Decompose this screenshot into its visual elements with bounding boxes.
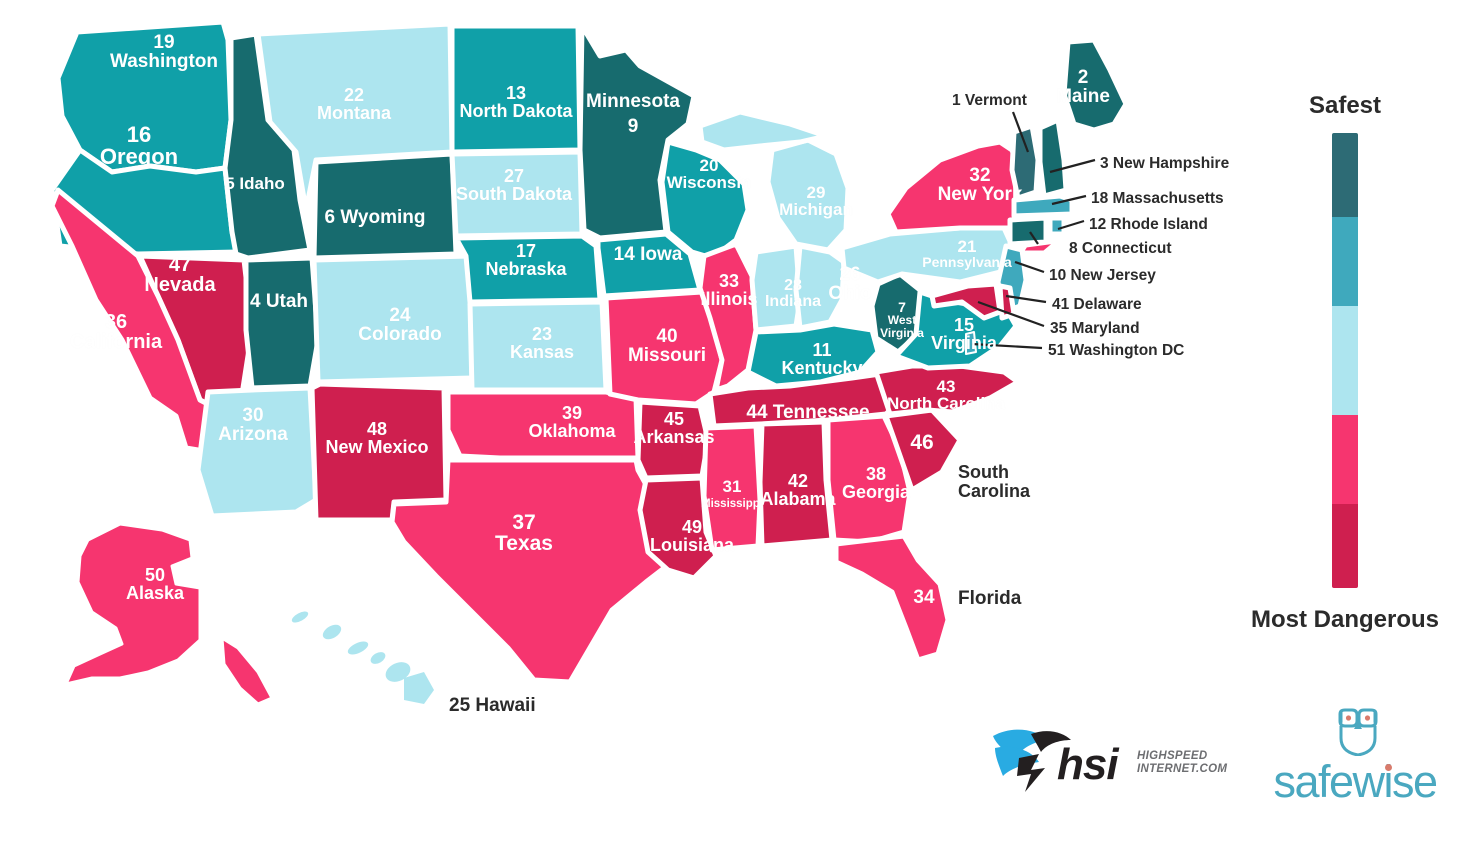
state-vermont[interactable] (1009, 123, 1041, 201)
callout-rhode-island: 12 Rhode Island (1089, 217, 1208, 233)
legend-band-2 (1332, 217, 1358, 306)
state-new-york[interactable] (885, 139, 1029, 235)
state-alaska-panhandle[interactable] (220, 636, 274, 706)
legend-band-1 (1332, 133, 1358, 218)
callout-washington-dc: 51 Washington DC (1048, 343, 1184, 359)
state-new-hampshire[interactable] (1037, 117, 1069, 199)
callout-text: 51 Washington DC (1048, 342, 1185, 359)
state-arizona[interactable] (195, 385, 319, 519)
state-illinois[interactable] (697, 241, 759, 393)
state-north-dakota[interactable] (449, 23, 583, 155)
safewise-wordmark: safewise (1265, 756, 1445, 808)
state-florida[interactable] (833, 533, 951, 663)
hsi-wordmark: hsi (1057, 740, 1119, 789)
legend-label-text: Safest (1308, 92, 1382, 119)
hsi-logo[interactable]: hsi HIGHSPEED INTERNET.COM (985, 718, 1227, 798)
callout-text: 3 New Hampshire (1100, 155, 1230, 172)
hsi-bird-icon (993, 729, 1071, 792)
state-alabama[interactable] (757, 419, 835, 549)
state-maine[interactable] (1061, 37, 1129, 133)
state-pennsylvania[interactable] (839, 225, 1017, 285)
state-rhode-island[interactable] (1047, 215, 1067, 237)
state-michigan-up[interactable] (697, 109, 829, 153)
state-texas[interactable] (389, 457, 675, 685)
state-kansas[interactable] (467, 299, 609, 393)
state-washington[interactable] (55, 19, 234, 175)
state-washington-dc[interactable] (965, 331, 977, 355)
state-nebraska[interactable] (453, 233, 603, 305)
callout-text: 18 Massachusetts (1091, 190, 1224, 207)
callout-maryland: 35 Maryland (1050, 321, 1140, 337)
state-michigan[interactable] (765, 137, 851, 253)
state-wyoming[interactable] (311, 151, 459, 261)
state-indiana[interactable] (749, 243, 803, 333)
legend-band-5 (1332, 503, 1358, 588)
hsi-tagline-line2: INTERNET.COM (1137, 762, 1228, 775)
state-new-mexico[interactable] (309, 381, 449, 523)
state-south-dakota[interactable] (449, 149, 585, 239)
hsi-tagline-line1: HIGHSPEED (1137, 750, 1208, 762)
hsi-tagline: HIGHSPEED INTERNET.COM (1137, 750, 1227, 776)
state-maryland[interactable] (929, 281, 1003, 321)
callout-delaware: 41 Delaware (1052, 297, 1142, 313)
legend-label-text: Most Dangerous (1250, 606, 1439, 633)
legend-safest-label: Safest (1230, 92, 1460, 120)
state-alaska[interactable] (64, 522, 202, 686)
callout-text: 10 New Jersey (1049, 267, 1156, 284)
safewise-logo[interactable]: safewise (1265, 706, 1445, 811)
callout-lines (971, 111, 1096, 350)
logo-bar: hsi HIGHSPEED INTERNET.COM safewise (980, 700, 1450, 820)
callout-text: 35 Maryland (1050, 320, 1140, 337)
state-mississippi[interactable] (701, 423, 763, 553)
callout-text: 1 Vermont (952, 92, 1027, 109)
callout-text: 41 Delaware (1052, 296, 1142, 313)
callout-new-hampshire: 3 New Hampshire (1100, 156, 1229, 172)
state-arkansas[interactable] (635, 399, 711, 481)
legend-most-dangerous-label: Most Dangerous (1230, 606, 1460, 634)
callout-text: 8 Connecticut (1069, 240, 1172, 257)
callout-massachusetts: 18 Massachusetts (1091, 191, 1224, 207)
callout-new-jersey: 10 New Jersey (1049, 268, 1156, 284)
legend-band-4 (1332, 415, 1358, 504)
state-massachusetts[interactable] (1011, 193, 1075, 219)
callout-vermont: 1 Vermont (952, 93, 1027, 109)
owl-icon (1338, 708, 1378, 756)
safewise-wordmark-text: safewise (1273, 756, 1438, 807)
callout-text: 12 Rhode Island (1089, 216, 1208, 233)
state-oklahoma[interactable] (445, 389, 641, 461)
state-utah[interactable] (243, 255, 321, 391)
legend-color-bar (1332, 133, 1358, 588)
state-north-carolina[interactable] (873, 363, 1021, 417)
state-ohio[interactable] (793, 243, 847, 331)
legend-band-3 (1332, 305, 1358, 416)
callout-connecticut: 8 Connecticut (1069, 241, 1171, 257)
state-colorado[interactable] (311, 253, 475, 385)
state-hawaii[interactable] (290, 609, 434, 704)
safewise-dot (1385, 764, 1392, 771)
state-california[interactable] (49, 187, 241, 455)
state-wisconsin[interactable] (659, 139, 751, 261)
state-connecticut[interactable] (1007, 215, 1049, 247)
